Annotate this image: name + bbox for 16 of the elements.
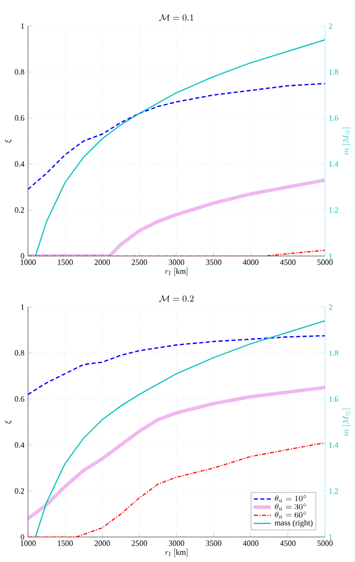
line-series: [28, 335, 325, 396]
legend-label: $\theta_a = 60^\circ$: [274, 512, 306, 518]
chart-title: $\mathcal{M} = 0.1$: [159, 14, 194, 21]
chart-title: $\mathcal{M} = 0.2$: [159, 295, 194, 302]
x-axis-title: $r_l\ [\mathrm{km}]$: [164, 548, 188, 557]
legend-label: $\mbox{mass (right)}$: [274, 520, 313, 528]
line-series: [34, 320, 325, 537]
legend-label: $\theta_a = 10^\circ$: [274, 495, 306, 502]
x-axis-title: $r_l\ [\mathrm{km}]$: [164, 268, 188, 276]
y2-axis-title: $m\ [M_{\odot}]$: [342, 128, 350, 156]
line-series: [28, 82, 325, 190]
y-axis-title: $\xi$: [4, 420, 12, 424]
y-axis-title: $\xi$: [4, 139, 12, 143]
legend-label: $\theta_a = 30^\circ$: [274, 504, 306, 510]
line-series: [34, 39, 325, 256]
y2-axis-title: $m\ [M_{\odot}]$: [342, 408, 350, 436]
